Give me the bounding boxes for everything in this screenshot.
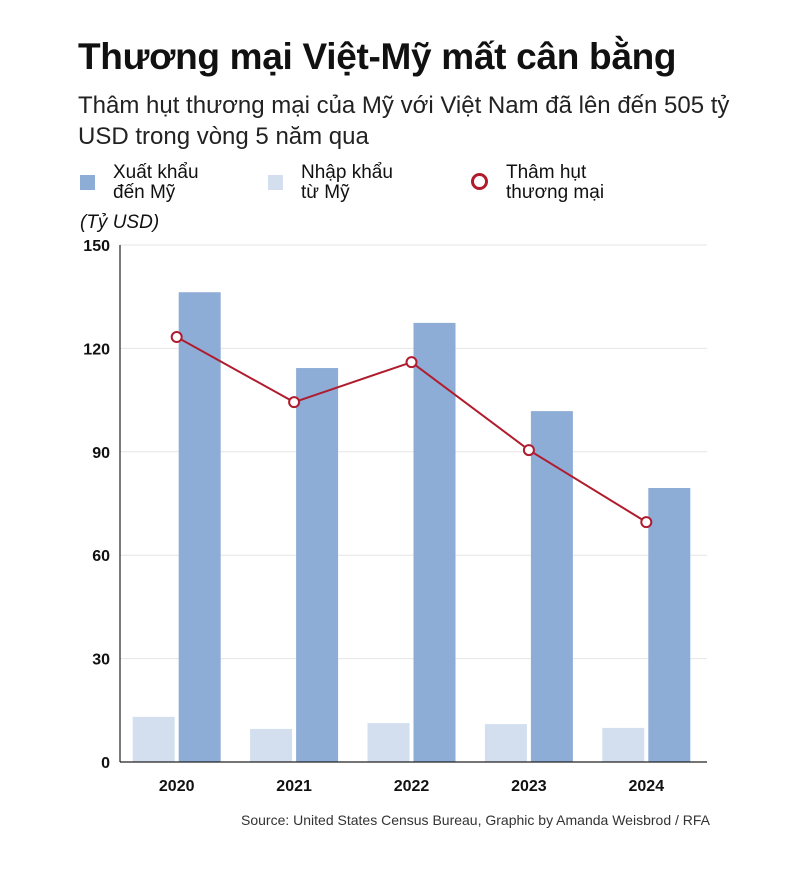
source-note: Source: United States Census Bureau, Gra… [241,812,710,828]
legend-exports-label: Xuất khẩu đến Mỹ [113,162,199,203]
x-tick-label: 2020 [159,778,195,795]
y-axis-unit: (Tỷ USD) [80,212,160,233]
export-bar [530,411,573,762]
chart-subtitle: Thâm hụt thương mại của Mỹ với Việt Nam … [78,92,730,150]
deficit-point [288,396,301,409]
x-tick-label: 2023 [511,778,547,795]
import-bar [250,728,293,762]
export-bar [178,292,221,762]
legend-deficit-label: Thâm hụt thương mại [506,162,605,203]
legend-exports: Xuất khẩu đến Mỹ [80,163,243,203]
import-bar [132,716,175,762]
x-tick-label: 2024 [629,778,665,795]
x-tick-label: 2021 [276,778,312,795]
deficit-point [522,444,535,457]
legend-imports-swatch [268,175,283,190]
y-tick-label: 120 [83,341,110,358]
import-bar [367,723,410,762]
import-bar [484,724,527,762]
y-tick-label: 60 [92,548,110,565]
export-bar [413,322,456,762]
y-tick-label: 30 [92,652,110,669]
legend-exports-swatch [80,175,95,190]
y-tick-label: 0 [101,755,110,772]
legend-imports: Nhập khẩu từ Mỹ [268,163,431,203]
legend-deficit: Thâm hụt thương mại [471,163,636,203]
legend-imports-label: Nhập khẩu từ Mỹ [301,162,393,203]
deficit-point [640,516,653,529]
chart-title: Thương mại Việt-Mỹ mất cân bằng [78,36,677,77]
export-bar [296,368,339,762]
y-tick-label: 150 [83,238,110,255]
legend-deficit-marker [471,173,488,190]
x-tick-label: 2022 [394,778,430,795]
import-bar [602,727,645,762]
deficit-point [170,331,183,344]
export-bar [648,487,691,762]
deficit-point [405,356,418,369]
y-tick-label: 90 [92,445,110,462]
